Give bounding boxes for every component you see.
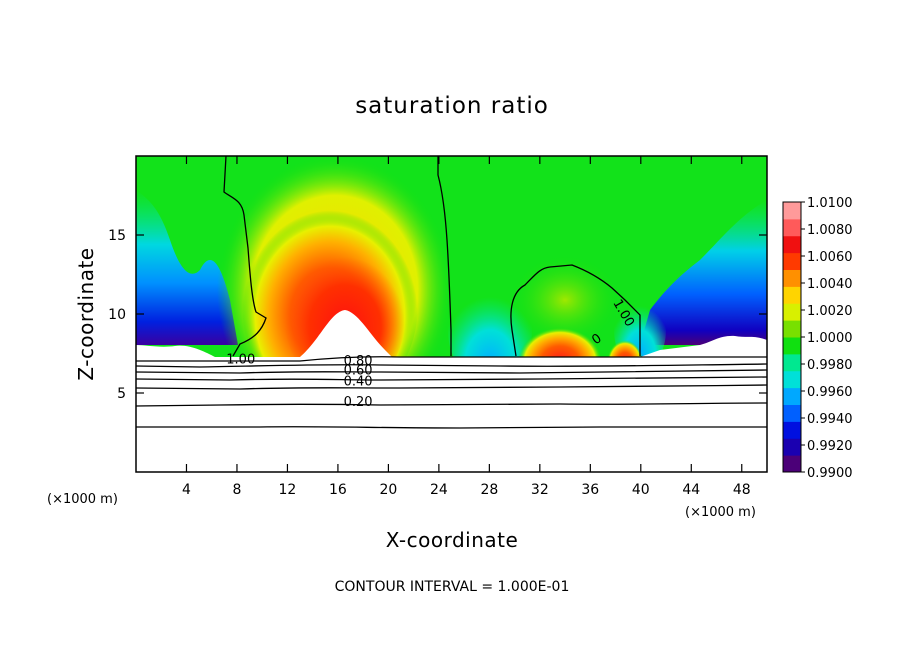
x-tick-label: 12 xyxy=(279,482,297,498)
colorbar-swatch xyxy=(783,421,801,439)
y-tick-label: 5 xyxy=(117,386,126,402)
field-cool-left xyxy=(136,190,238,345)
contour-line xyxy=(223,155,267,357)
x-axis-label: X-coordinate xyxy=(386,528,519,552)
x-axis: 4 8 12 16 20 24 28 32 36 40 44 48 xyxy=(182,156,751,498)
colorbar-swatch xyxy=(783,438,801,456)
contour-line xyxy=(135,363,768,368)
x-unit-left: (×1000 m) xyxy=(47,492,118,507)
terrain-mask xyxy=(136,310,767,472)
colorbar-label: 1.0080 xyxy=(807,223,853,238)
colorbar-swatch xyxy=(783,286,801,304)
colorbar-label: 0.9920 xyxy=(807,439,853,454)
x-tick-label: 40 xyxy=(632,482,650,498)
colorbar-swatch xyxy=(783,320,801,338)
y-axis-label: Z-coordinate xyxy=(74,247,98,380)
colorbar-label: 1.0040 xyxy=(807,277,853,292)
colorbar-swatch xyxy=(783,235,801,254)
contour-label: 0.20 xyxy=(344,395,373,410)
contour-line xyxy=(135,369,768,374)
colorbar-label: 1.0020 xyxy=(807,304,853,319)
field-cool-right xyxy=(640,200,767,345)
colorbar-swatch xyxy=(783,252,801,270)
x-tick-label: 16 xyxy=(329,482,347,498)
x-tick-label: 8 xyxy=(232,482,241,498)
x-unit-right: (×1000 m) xyxy=(685,505,756,520)
colorbar-swatch xyxy=(783,218,801,237)
colorbar-swatch xyxy=(783,370,801,389)
contour-line xyxy=(437,156,452,356)
contour-label: 0.40 xyxy=(344,375,373,390)
contour-line xyxy=(136,356,767,362)
colorbar-label: 1.0060 xyxy=(807,250,853,265)
colorbar-label: 0.9900 xyxy=(807,466,853,481)
colorbar-swatch xyxy=(783,303,801,321)
colorbar-swatch xyxy=(783,455,801,473)
contour-line xyxy=(136,426,767,429)
field-green-bump xyxy=(510,255,620,345)
contour-line xyxy=(510,264,641,357)
x-tick-label: 24 xyxy=(430,482,448,498)
y-axis: 5 10 15 xyxy=(108,228,767,402)
colorbar-swatch xyxy=(783,387,801,405)
contour-lines xyxy=(135,155,768,429)
x-tick-label: 28 xyxy=(480,482,498,498)
colorbar-label: 0.9980 xyxy=(807,358,853,373)
plot-area xyxy=(136,156,767,472)
y-tick-label: 15 xyxy=(108,228,126,244)
x-tick-label: 32 xyxy=(531,482,549,498)
contour-label: 0.80 xyxy=(344,354,373,369)
contour-label: 1.00 xyxy=(226,352,255,367)
colorbar-label: 0.9960 xyxy=(807,385,853,400)
contour-labels: 1.00 0.800.600.400.201.000 xyxy=(226,297,637,410)
x-tick-label: 48 xyxy=(733,482,751,498)
colorbar-swatch xyxy=(783,337,801,355)
colorbar-swatch xyxy=(783,404,801,422)
contour-interval: CONTOUR INTERVAL = 1.000E-01 xyxy=(335,579,570,595)
contour-label: 0.60 xyxy=(344,363,373,378)
colorbar-label: 1.0000 xyxy=(807,331,853,346)
contour-line xyxy=(135,376,768,381)
x-tick-label: 44 xyxy=(682,482,700,498)
colorbar-swatch xyxy=(783,353,801,372)
colorbar-label: 0.9940 xyxy=(807,412,853,427)
contour-line xyxy=(135,402,768,407)
colorbar-swatch xyxy=(783,202,801,220)
x-tick-label: 36 xyxy=(581,482,599,498)
colorbar: 1.0100 1.0080 1.0060 1.0040 1.0020 1.0000 0.99… xyxy=(782,196,853,481)
y-tick-label: 10 xyxy=(108,307,126,323)
chart-title: saturation ratio xyxy=(355,93,549,119)
x-tick-label: 4 xyxy=(182,482,191,498)
contour-line xyxy=(135,384,768,390)
x-tick-label: 20 xyxy=(379,482,397,498)
colorbar-swatch xyxy=(783,269,801,287)
colorbar-label: 1.0100 xyxy=(807,196,853,211)
